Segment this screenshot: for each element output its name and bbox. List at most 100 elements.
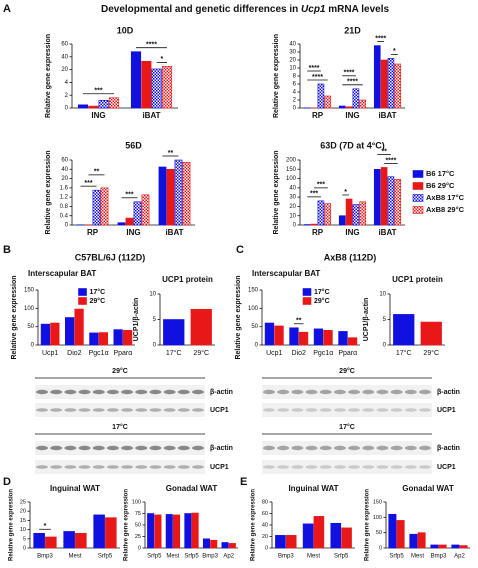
y-tick-label: 30	[289, 50, 296, 56]
bar	[88, 105, 99, 109]
chart-title: 10D	[117, 25, 134, 35]
chart-title: Gonadal WAT	[166, 484, 218, 493]
y-tick-label: 20	[289, 58, 296, 64]
y-tick-label: 50	[135, 522, 141, 528]
x-tick-label: ING	[91, 111, 105, 120]
blot-band	[390, 445, 403, 451]
x-tick-label: ING	[126, 228, 140, 237]
y-tick-label: 0.4	[60, 213, 69, 219]
y-tick-label: 25	[135, 534, 141, 540]
blot-strip	[35, 460, 205, 474]
panel-label: C	[236, 244, 244, 256]
chart-title: UCP1 protein	[392, 275, 443, 284]
blot-band	[390, 408, 403, 412]
bar	[166, 168, 175, 226]
significance-label: **	[94, 169, 100, 176]
bar	[117, 222, 126, 226]
blot-band	[362, 445, 375, 451]
y-tick-label: 100	[248, 306, 259, 312]
legend-label: 17°C	[90, 288, 106, 296]
bar	[359, 201, 367, 226]
x-tick-label: Mest	[411, 554, 424, 560]
blot-band	[64, 465, 77, 469]
blot-strip	[35, 385, 205, 399]
y-tick-label: 20	[262, 534, 268, 540]
blot-band	[419, 465, 431, 469]
bar	[338, 331, 348, 346]
bar	[380, 59, 388, 109]
y-tick-label: 15	[20, 518, 26, 524]
bar	[352, 204, 360, 226]
y-tick-label: 1.6	[60, 185, 69, 191]
y-tick-label: 100	[24, 306, 35, 312]
significance-label: ****	[312, 74, 323, 81]
significance-label: ***	[317, 182, 325, 189]
bar	[430, 544, 439, 549]
x-tick-label: Ap2	[223, 554, 234, 560]
legend-label: 17°C	[314, 288, 330, 296]
blot-band	[348, 465, 361, 469]
legend-swatch	[302, 288, 312, 296]
significance-label: **	[296, 318, 302, 325]
x-tick-label: RP	[87, 228, 99, 237]
blot-label: UCP1	[210, 464, 229, 471]
y-tick-label: 10	[379, 292, 386, 298]
y-axis-label: Relative gene expression	[9, 489, 15, 561]
bar	[108, 97, 120, 109]
x-tick-label: Pgc1α	[313, 350, 333, 357]
y-tick-label: 100	[286, 176, 297, 182]
bar	[417, 532, 426, 549]
x-tick-label: RP	[312, 111, 324, 120]
blot-band	[291, 408, 304, 412]
bar	[165, 514, 173, 549]
chart-title: Interscapular BAT	[28, 269, 96, 278]
bar	[158, 166, 167, 226]
y-tick-label: 10	[289, 213, 296, 219]
legend-label: AxB8 17°C	[426, 193, 465, 202]
y-tick-label: 40	[61, 167, 68, 173]
bar	[98, 100, 109, 109]
blot-band	[36, 445, 48, 451]
bar	[352, 88, 360, 109]
blot-band	[106, 408, 119, 412]
x-tick-label: 17°C	[396, 349, 412, 357]
bar	[347, 337, 358, 346]
blot-temperature: 17°C	[339, 423, 355, 431]
bar	[317, 83, 325, 109]
blot-label: UCP1	[437, 464, 456, 471]
significance-label: ***	[94, 88, 102, 95]
bar	[141, 60, 152, 109]
y-tick-label: 40	[262, 522, 268, 528]
x-tick-label: iBAT	[378, 111, 396, 120]
significance-label: ****	[344, 70, 355, 77]
x-tick-label: Dio2	[67, 350, 82, 357]
x-tick-label: Ucp1	[266, 350, 282, 357]
blot-band	[305, 465, 318, 469]
bar	[228, 543, 236, 549]
bar	[394, 179, 402, 226]
blot-band	[404, 389, 417, 395]
blot-band	[319, 408, 332, 412]
blot-strip	[262, 403, 432, 417]
blot-label: β-actin	[437, 445, 460, 452]
y-tick-label: 0	[31, 343, 35, 349]
blot-band	[333, 445, 346, 451]
bar	[173, 514, 181, 549]
bar	[313, 516, 325, 549]
bar	[122, 330, 133, 346]
bar	[130, 51, 142, 109]
y-tick-label: 150	[248, 288, 259, 294]
blot-band	[319, 465, 332, 469]
bar	[310, 223, 318, 226]
blot-strip	[262, 441, 432, 455]
blot-band	[149, 389, 162, 395]
bar	[133, 201, 142, 226]
x-tick-label: iBAT	[165, 228, 183, 237]
blot-band	[291, 445, 304, 451]
bar	[380, 167, 388, 226]
legend-swatch	[302, 297, 312, 305]
y-tick-label: 75	[135, 511, 141, 517]
chart-title: Inguinal WAT	[288, 484, 338, 493]
x-tick-label: Srfp5	[184, 554, 199, 560]
blot-band	[333, 389, 346, 395]
